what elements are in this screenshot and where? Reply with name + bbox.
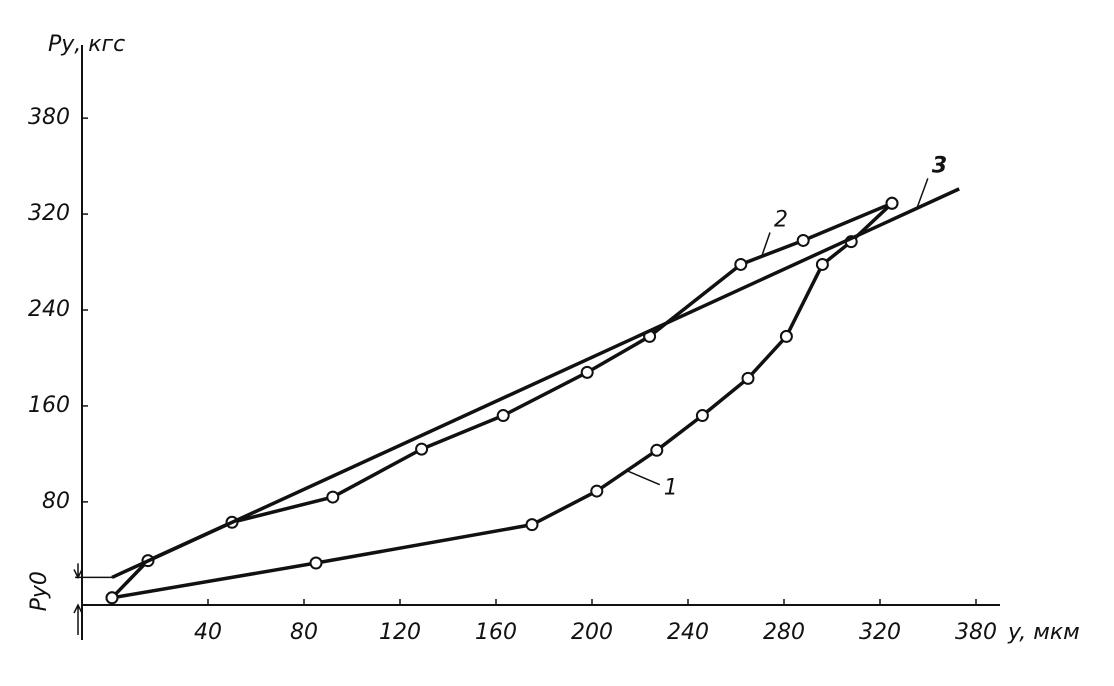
point	[309, 556, 323, 570]
series-line	[110, 201, 893, 600]
point	[580, 365, 594, 379]
x-tick-label: 160	[475, 620, 517, 645]
x-axis-label: y, мкм	[1007, 620, 1080, 645]
point	[779, 329, 793, 343]
point	[496, 409, 510, 423]
series-label: 2	[774, 207, 788, 232]
point	[105, 591, 119, 605]
series-line	[111, 187, 960, 580]
point	[885, 196, 899, 210]
x-tick-label: 80	[290, 620, 318, 645]
point	[326, 490, 340, 504]
point	[695, 409, 709, 423]
y-tick-label: 320	[28, 201, 70, 226]
y-tick-label: 80	[42, 489, 70, 514]
x-tick-label: 40	[194, 620, 222, 645]
point	[741, 371, 755, 385]
x-tick-label: 240	[667, 620, 709, 645]
point	[815, 257, 829, 271]
y-tick-label: 240	[28, 297, 70, 322]
x-tick-label: 120	[379, 620, 421, 645]
leader-line	[626, 470, 661, 486]
y-tick-label: 380	[28, 105, 70, 130]
x-tick-label: 200	[571, 620, 613, 645]
leader-line	[916, 178, 929, 209]
leader-line	[761, 232, 771, 256]
point	[650, 443, 664, 457]
series-line	[111, 202, 894, 600]
series-label: 3	[932, 153, 947, 178]
y-axis-label: Pу, кгс	[48, 32, 125, 57]
series-label: 1	[664, 476, 678, 501]
y-tick-label: 160	[28, 393, 70, 418]
point	[415, 442, 429, 456]
point	[590, 484, 604, 498]
x-tick-label: 320	[859, 620, 901, 645]
y0-arrow	[73, 563, 83, 635]
y0-label: Pу0	[27, 571, 52, 611]
point	[525, 518, 539, 532]
point	[734, 257, 748, 271]
x-tick-label: 280	[763, 620, 805, 645]
point	[796, 233, 810, 247]
x-tick-label: 380	[955, 620, 997, 645]
